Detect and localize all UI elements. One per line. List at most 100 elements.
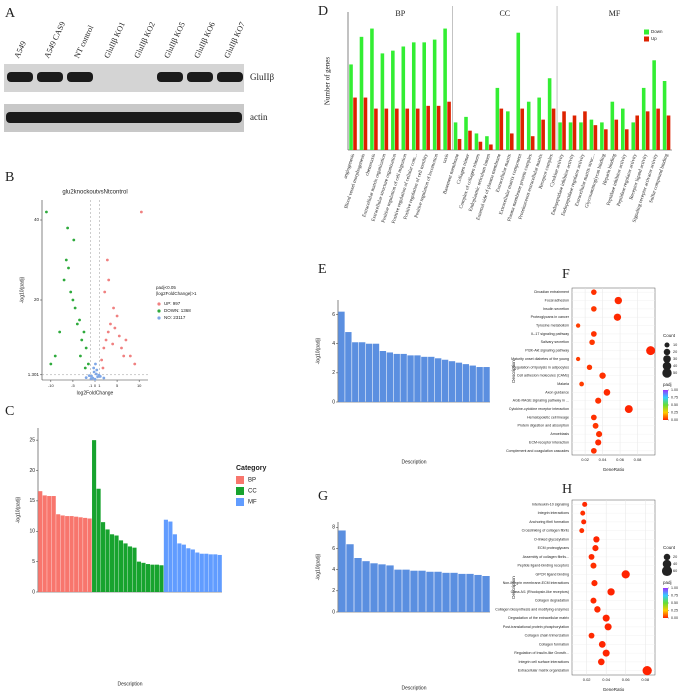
dot [575,356,581,362]
dot [590,597,597,604]
y-tick-label: ECM-receptor interaction [529,440,569,444]
point [83,366,87,370]
dot [599,372,606,379]
legend-swatch [236,487,244,495]
bar [384,108,389,150]
dot [588,632,595,639]
x-axis-label: GeneRatio [603,687,625,692]
dot [614,296,623,305]
bar [426,105,430,150]
y-tick-label: GPCR ligand binding [535,572,569,576]
point [49,362,53,366]
bar [359,36,364,151]
bar [47,496,52,592]
bar [482,576,490,612]
bar [547,78,552,150]
point [133,362,137,366]
y-tick-label: PI3K-Akt signaling pathway [525,349,569,353]
bar [530,136,535,150]
bar [391,50,395,150]
legend-marker [663,355,671,363]
dot [590,331,597,337]
point [58,330,62,334]
y-tick-label: 20 [34,297,40,302]
point [100,358,104,362]
bar [370,28,374,151]
bar [374,108,378,150]
bar [83,517,88,592]
plot-frame [571,287,656,456]
bar [92,440,97,592]
bar [105,529,110,592]
legend-label: 10 [673,343,677,347]
bar [109,534,115,592]
y-tick-label: 10 [29,529,35,535]
point [107,278,111,282]
point [72,238,76,242]
point [104,338,108,342]
bar [177,543,182,592]
bar [38,491,43,592]
bar [354,558,362,612]
dot [595,439,602,446]
bar [141,562,146,592]
bar [65,516,70,592]
bar [114,535,119,592]
x-tick-label: 0.04 [599,457,608,462]
bar [604,129,608,150]
bar [458,573,466,612]
legend-swatch [644,29,649,35]
dot [602,614,610,622]
bar [652,60,656,150]
dot [586,364,593,371]
bar [372,343,380,402]
y-axis-label: Number of genes [324,57,332,105]
bar [363,97,368,150]
legend-label: 0.25 [671,608,678,612]
point [113,326,117,330]
row-label: GluIIβ [250,72,274,82]
point [117,334,121,338]
panel-letter: F [562,267,570,282]
band [157,72,183,82]
point [64,258,68,262]
bar [572,115,577,150]
bar [434,571,442,612]
lane-label: A549 [12,40,28,60]
color-bar [663,588,668,618]
bar [411,42,416,150]
bar [338,530,346,612]
row-label: actin [250,112,268,122]
legend-label: 50 [673,371,677,375]
bar [123,543,128,592]
facet-label: CC [499,9,510,18]
dot [603,389,611,396]
bar [457,138,462,150]
bar [666,115,671,150]
legend-label: 0.50 [671,403,678,407]
bar [405,108,410,150]
point [102,376,106,380]
point [92,370,96,374]
lane-label: GluIIβ KO5 [162,21,187,60]
bar [208,554,213,592]
x-tick-label: 0.02 [583,677,592,682]
legend-label: 0.00 [671,616,678,620]
legend-title: padj<0.05 [156,285,176,290]
y-tick-label: Amoebiasis [550,432,569,436]
bar [448,361,456,402]
bar [645,111,650,150]
point [45,210,48,214]
bar [78,517,83,592]
bar [428,356,435,402]
y-axis-label: -log10(padj) [315,337,321,364]
dot [596,431,603,438]
bar [118,540,124,592]
legend-marker [662,368,672,378]
bar [520,108,525,150]
point [92,366,96,370]
y-axis-label: -log10(padj) [15,496,21,523]
legend-label: MF [248,500,257,506]
bar [56,514,61,592]
bar [589,119,594,150]
